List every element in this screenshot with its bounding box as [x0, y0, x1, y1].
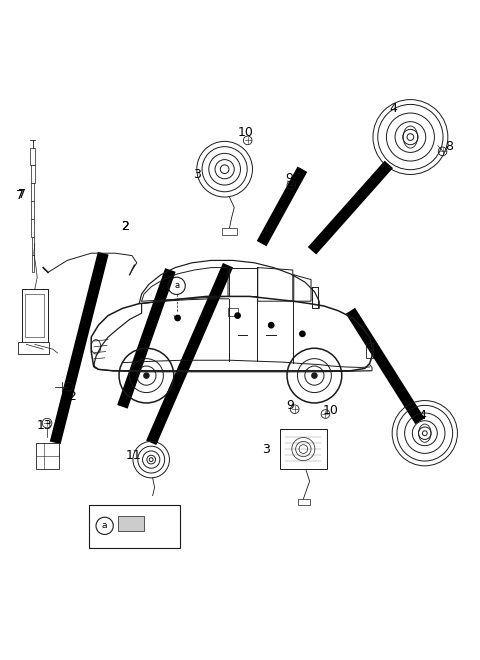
- Text: 2: 2: [121, 220, 129, 233]
- Circle shape: [234, 312, 241, 319]
- Bar: [32, 255, 34, 273]
- Bar: [31, 219, 34, 237]
- Text: 11: 11: [126, 449, 141, 462]
- Bar: [22, 289, 48, 345]
- Text: 9: 9: [285, 172, 293, 185]
- Text: 2: 2: [121, 220, 129, 233]
- Circle shape: [148, 321, 155, 327]
- Circle shape: [143, 372, 150, 379]
- Text: 10: 10: [238, 126, 254, 139]
- Bar: [18, 342, 49, 354]
- Text: 12: 12: [62, 390, 77, 403]
- Text: 13: 13: [36, 418, 52, 432]
- Text: 8: 8: [445, 140, 453, 153]
- Text: 1: 1: [21, 319, 29, 332]
- Bar: [280, 428, 327, 469]
- Text: 4: 4: [419, 409, 426, 422]
- Bar: [31, 148, 35, 166]
- Bar: [36, 443, 59, 469]
- Bar: [31, 166, 35, 183]
- Text: 4: 4: [390, 102, 397, 115]
- Text: 10: 10: [322, 404, 338, 417]
- Bar: [298, 499, 310, 505]
- Circle shape: [299, 331, 306, 337]
- Bar: [31, 201, 34, 219]
- Circle shape: [205, 312, 212, 318]
- Circle shape: [268, 322, 275, 329]
- Circle shape: [311, 372, 318, 379]
- Text: 7: 7: [16, 189, 24, 202]
- Text: a: a: [102, 521, 108, 531]
- Bar: [228, 308, 238, 315]
- Text: 3: 3: [263, 443, 270, 455]
- Bar: [25, 294, 44, 337]
- Bar: [32, 237, 34, 255]
- Text: 3: 3: [193, 168, 201, 180]
- Bar: [366, 343, 373, 358]
- Bar: [222, 228, 237, 236]
- Text: 7: 7: [18, 188, 25, 201]
- Text: 5: 5: [53, 448, 60, 461]
- Bar: [31, 183, 35, 201]
- Bar: [118, 516, 144, 531]
- Text: a: a: [174, 281, 179, 290]
- Bar: [89, 505, 180, 548]
- Text: 9: 9: [287, 399, 294, 412]
- Circle shape: [174, 315, 181, 321]
- Text: 6: 6: [167, 513, 174, 526]
